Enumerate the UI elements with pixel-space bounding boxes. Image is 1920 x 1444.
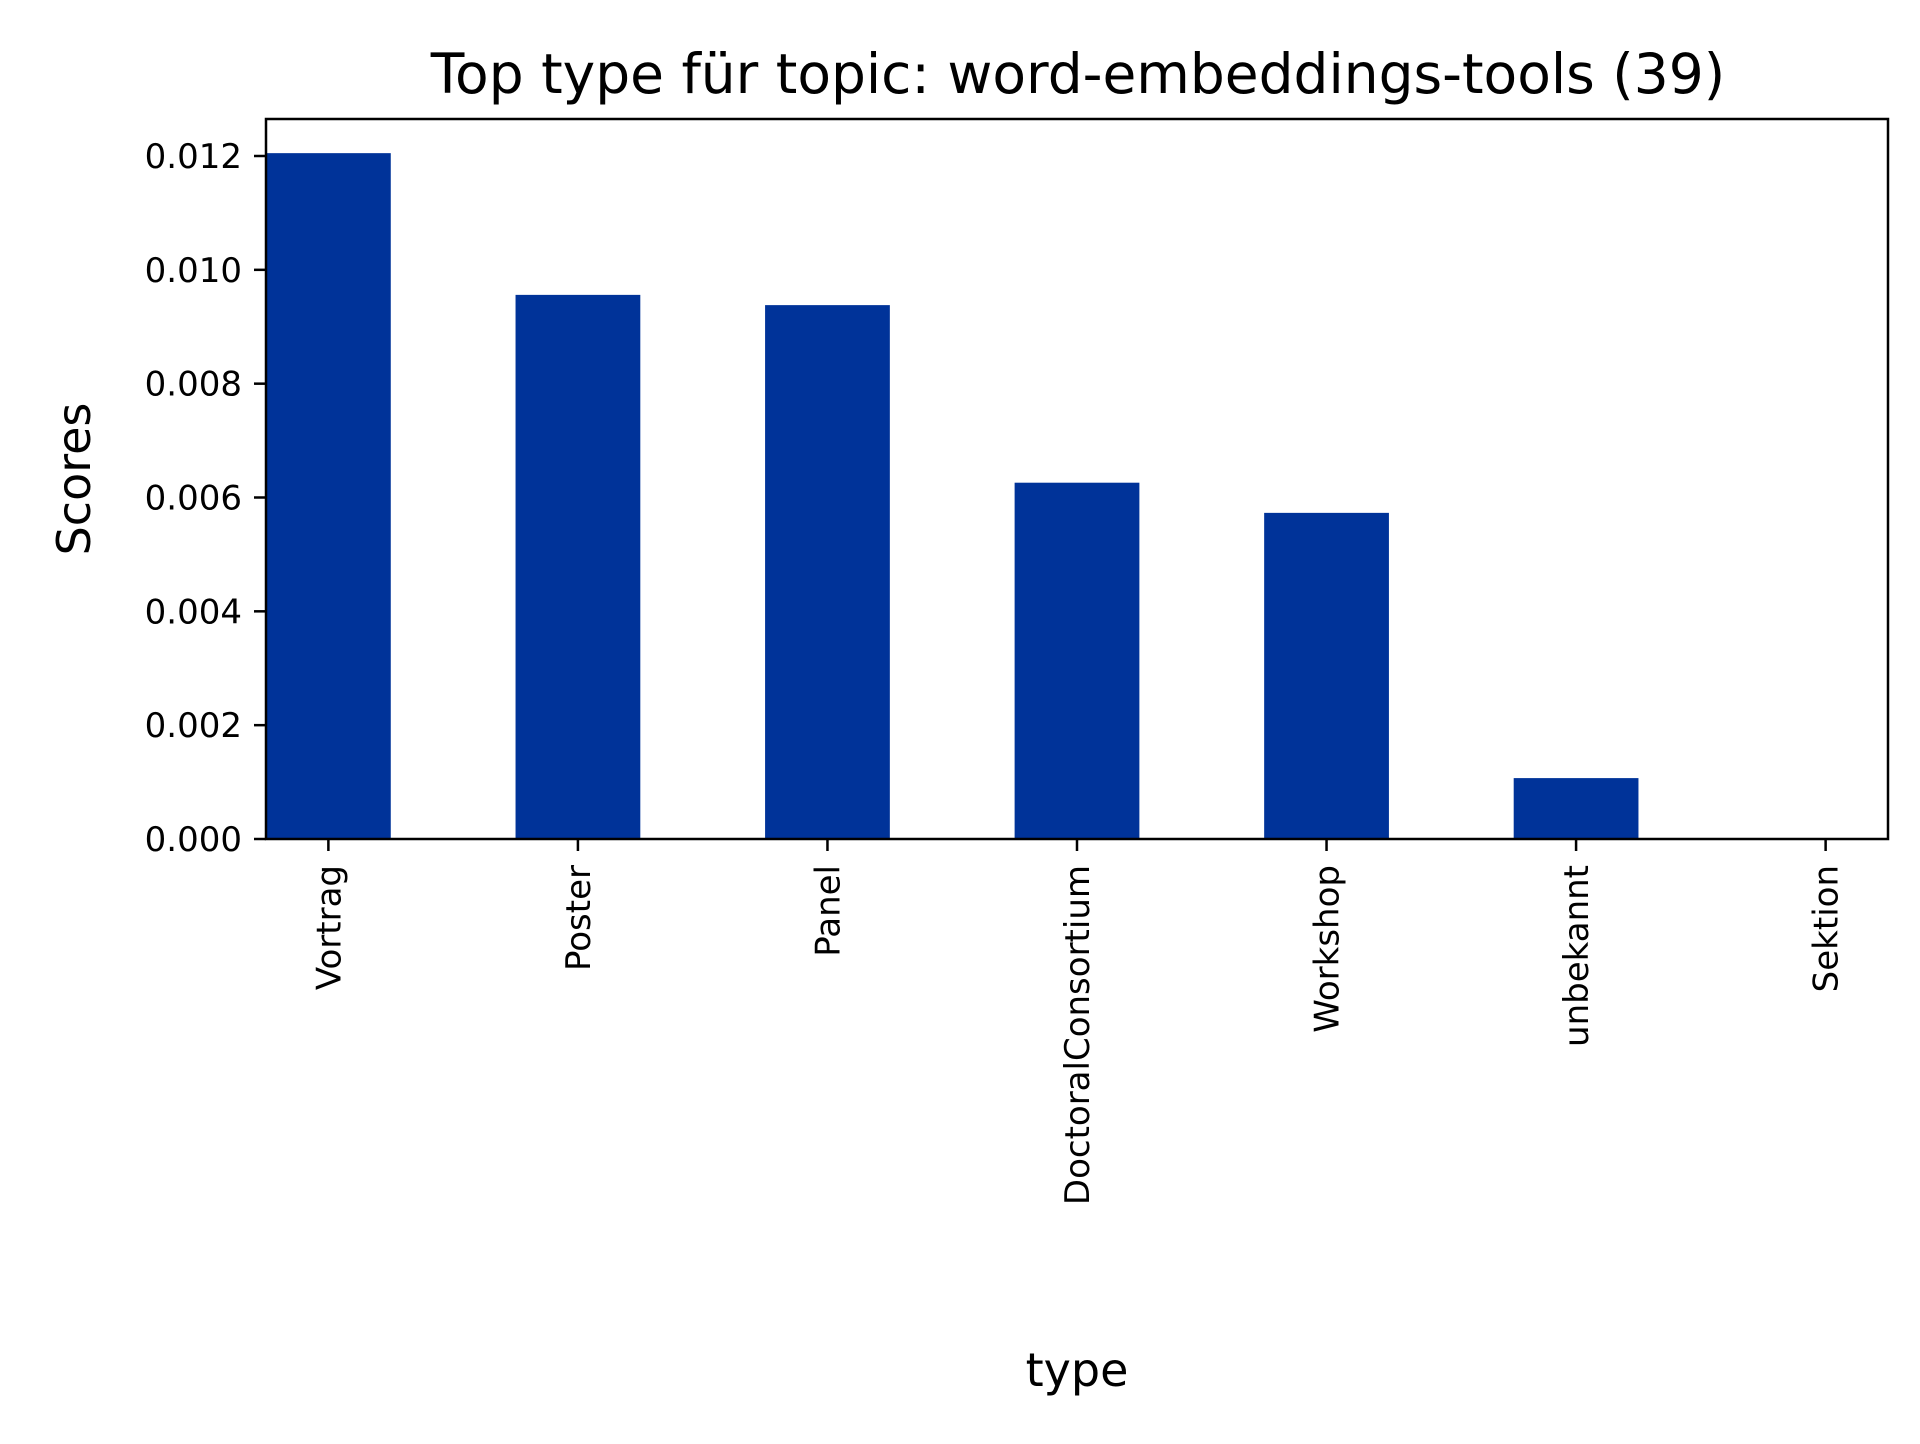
y-tick-label: 0.012 [145,137,242,177]
y-tick-label: 0.000 [145,820,242,860]
x-tick-label: Panel [808,865,848,957]
x-tick-label: Poster [559,865,599,971]
y-tick-label: 0.002 [145,706,242,746]
x-tick-label: unbekannt [1557,865,1597,1047]
chart-title: Top type für topic: word-embeddings-tool… [430,42,1725,106]
y-tick-label: 0.004 [145,592,242,632]
bar-workshop [1264,512,1389,839]
x-tick-label: Sektion [1807,865,1847,992]
bar-doctoralconsortium [1014,482,1140,839]
plot-frame [264,117,1890,841]
y-tick-label: 0.010 [145,251,242,291]
y-tick-label: 0.008 [145,365,242,405]
x-tick-label: Workshop [1308,865,1348,1033]
x-tick-label: DoctoralConsortium [1058,865,1098,1205]
bar-poster [515,294,641,839]
bar-panel [765,305,890,839]
y-axis: 0.000 0.002 0.004 0.006 0.008 0.010 0.012 [145,137,266,860]
x-tick-label: Vortrag [309,865,349,990]
bars-layer [266,153,1639,839]
x-axis: Vortrag Poster Panel DoctoralConsortium Work… [309,839,1847,1205]
bar-unbekannt [1513,778,1639,839]
x-axis-label: type [1026,1343,1129,1397]
bar-vortrag [266,153,391,839]
y-tick-label: 0.006 [145,478,242,518]
y-axis-label: Scores [47,403,101,556]
